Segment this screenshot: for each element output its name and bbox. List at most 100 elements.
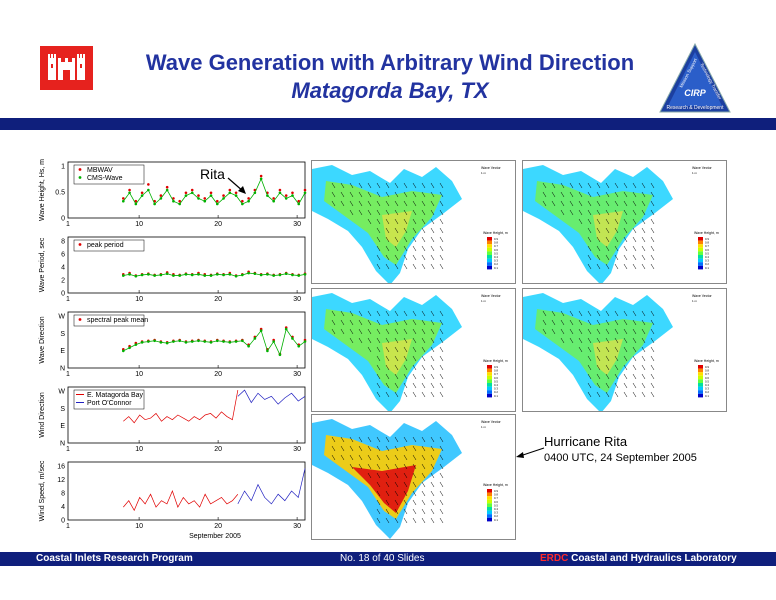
data-point <box>128 273 131 276</box>
wave-vector <box>421 254 426 261</box>
wave-vector <box>632 191 637 198</box>
wave-vector <box>587 346 592 353</box>
data-point <box>190 340 194 343</box>
data-point <box>128 346 131 350</box>
data-point <box>178 339 181 343</box>
wave-vector <box>412 355 417 362</box>
wave-vector <box>385 508 390 515</box>
wave-vector <box>403 191 408 198</box>
wave-vector <box>340 445 345 452</box>
cirp-bottom-text: Research & Development <box>667 105 725 111</box>
legend-swatch <box>78 243 82 246</box>
data-point <box>153 274 156 277</box>
wave-vector <box>376 373 381 380</box>
data-point <box>234 340 238 343</box>
wave-vector <box>614 209 619 216</box>
data-point <box>297 202 301 206</box>
wave-vector <box>578 200 583 207</box>
data-point <box>122 197 125 200</box>
wave-vector <box>641 191 646 198</box>
data-point <box>284 197 288 200</box>
data-point <box>184 191 188 195</box>
data-point <box>284 272 288 276</box>
wind-direction-chart: Wind Direction N E S W 10 20 30 1 E. Matagorda Ba… <box>39 386 306 453</box>
wave-vector <box>412 209 417 216</box>
legend-value: 0.9 <box>705 365 709 369</box>
hurricane-rita-time: 0400 UTC, 24 September 2005 <box>544 452 697 464</box>
wave-vector <box>385 481 390 488</box>
data-point <box>122 349 125 353</box>
wave-vector <box>394 364 399 371</box>
wave-vector <box>587 182 592 189</box>
wave-vector <box>650 391 655 398</box>
wave-vector <box>376 236 381 243</box>
wave-vector <box>394 191 399 198</box>
wave-vector <box>430 454 435 461</box>
series-line <box>237 468 306 505</box>
data-point <box>159 273 163 277</box>
data-point <box>134 202 138 206</box>
data-point <box>165 272 169 276</box>
wave-vector <box>421 227 426 234</box>
legend-value: 0.8 <box>705 369 709 373</box>
wave-vector <box>542 200 547 207</box>
wave-vector <box>650 245 655 252</box>
wave-vector <box>376 517 381 524</box>
wave-vector <box>403 382 408 389</box>
wave-map-hurricane-rita: Wave Height, m 0.9 0.8 0.7 0.6 0.5 0.4 0.3 0.2 0.… <box>311 414 516 540</box>
wave-vector <box>358 310 363 317</box>
wave-vector <box>439 227 444 234</box>
wave-vector <box>623 310 628 317</box>
wave-vector <box>596 310 601 317</box>
data-point <box>297 344 301 348</box>
legend-swatch <box>698 393 703 398</box>
wave-map-4: Wave Height, m 0.9 0.8 0.7 0.6 0.5 0.4 0.3 0.2 0.… <box>522 288 727 412</box>
wave-vector <box>578 337 583 344</box>
wave-vector <box>596 236 601 243</box>
wave-vector <box>430 200 435 207</box>
y-tick-label: 12 <box>57 477 65 484</box>
cirp-badge: CIRP Research & Development Mission Supp… <box>658 42 732 116</box>
wave-vector <box>430 517 435 524</box>
data-point <box>197 194 200 197</box>
wave-vector <box>596 200 601 207</box>
data-point <box>172 199 175 203</box>
wave-vector <box>632 227 637 234</box>
wave-vector <box>331 310 336 317</box>
wave-vector <box>623 182 628 189</box>
legend-swatch <box>698 262 703 266</box>
wave-vector <box>632 254 637 261</box>
wave-vector <box>650 337 655 344</box>
wave-vector <box>394 490 399 497</box>
legend-box <box>73 164 145 185</box>
wave-vector <box>412 454 417 461</box>
wave-vector <box>421 346 426 353</box>
wave-vector <box>632 337 637 344</box>
data-point <box>140 341 144 344</box>
legend-swatch <box>698 375 703 380</box>
legend-swatch <box>487 258 492 263</box>
wave-vector <box>349 182 354 189</box>
series-line <box>123 390 239 424</box>
vector-scale: 1 m <box>692 299 698 303</box>
wave-vector <box>439 209 444 216</box>
wave-vector <box>385 200 390 207</box>
wave-vector <box>421 454 426 461</box>
legend-value: 0.4 <box>494 383 498 387</box>
wave-vector <box>403 319 408 326</box>
x-tick-label: 30 <box>293 296 301 303</box>
wave-vector <box>376 481 381 488</box>
data-point <box>241 202 244 206</box>
wave-vector <box>403 517 408 524</box>
wave-vector <box>439 517 444 524</box>
wave-map-3: Wave Height, m 0.9 0.8 0.7 0.6 0.5 0.4 0.3 0.2 0.… <box>311 288 516 412</box>
legend-swatch <box>698 372 703 376</box>
wave-vector <box>569 337 574 344</box>
data-point <box>190 191 194 195</box>
x-tick-label: 20 <box>214 371 222 378</box>
footer-lab-name: Coastal and Hydraulics Laboratory <box>568 553 737 564</box>
data-point <box>303 340 307 343</box>
wave-vector <box>650 346 655 353</box>
y-tick-label: 16 <box>57 464 65 471</box>
legend-value: 0.1 <box>494 266 498 270</box>
